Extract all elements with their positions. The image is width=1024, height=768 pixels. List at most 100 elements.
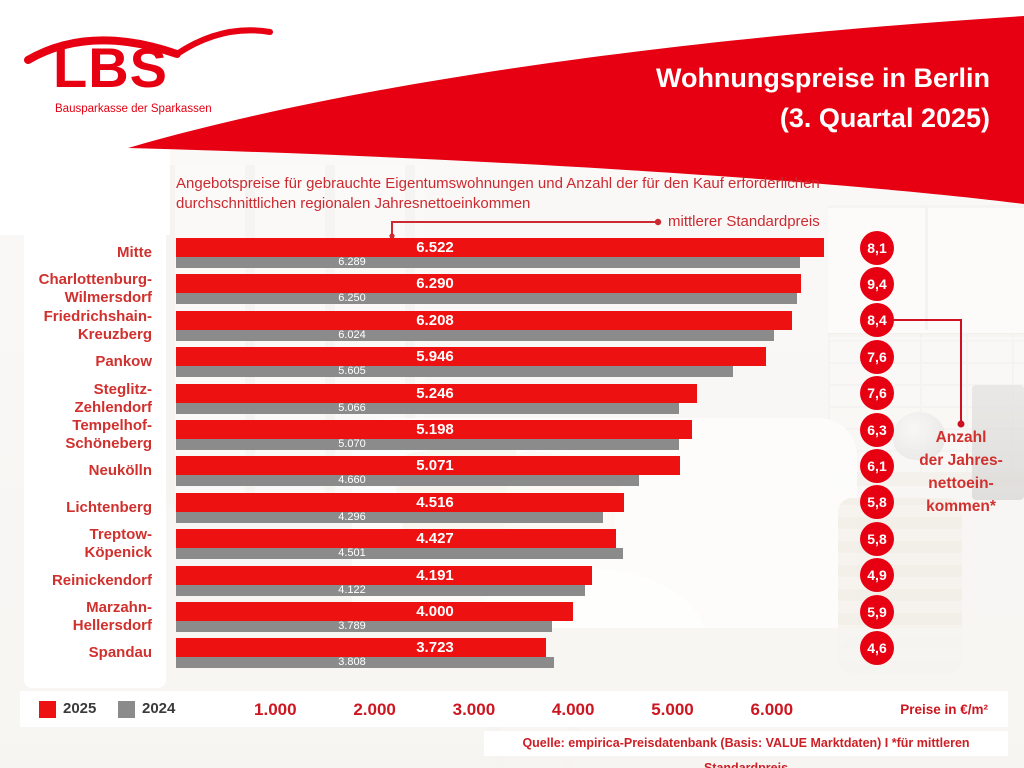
bar-value-2024: 6.024 <box>338 328 366 341</box>
x-axis-tick: 4.000 <box>551 700 595 719</box>
district-label: Pankow <box>95 353 152 371</box>
subtitle-line-1: Angebotspreise für gebrauchte Eigentumsw… <box>176 175 820 192</box>
title-line-2: (3. Quartal 2025) <box>779 103 990 133</box>
district-label: Steglitz- Zehlendorf <box>74 380 153 416</box>
income-multiple-badge: 5,8 <box>860 521 894 556</box>
legend-swatch-2025 <box>39 701 56 718</box>
district-label: Charlottenburg- Wilmersdorf <box>38 271 152 307</box>
district-label: Friedrichshain- Kreuzberg <box>43 307 152 343</box>
district-label: Mitte <box>117 244 152 261</box>
income-multiple-badge: 8,4 <box>860 303 894 338</box>
bar-value-2024: 5.070 <box>338 438 366 450</box>
bar-value-2025: 4.191 <box>416 566 454 584</box>
bar-2025 <box>176 238 824 257</box>
legend-swatch-2024 <box>118 701 135 718</box>
bar-value-2025: 5.946 <box>416 348 454 366</box>
district-label: Marzahn- Hellersdorf <box>72 599 152 634</box>
bar-2024 <box>176 621 553 632</box>
bar-value-2025: 6.208 <box>416 311 454 329</box>
income-multiple-badge: 4,6 <box>860 630 894 665</box>
income-multiple-badge: 8,1 <box>860 230 894 265</box>
bar-2024 <box>176 548 623 560</box>
bar-2024 <box>176 439 680 450</box>
income-multiple-badge: 5,8 <box>860 485 894 520</box>
bar-value-2025: 5.198 <box>416 421 454 438</box>
photo-cabinet-divider <box>925 205 928 330</box>
bar-2024 <box>176 657 555 669</box>
lbs-roof-icon <box>24 27 273 64</box>
district-label: Treptow- Köpenick <box>84 526 152 562</box>
source-note: Quelle: empirica-Preisdatenbank (Basis: … <box>484 731 1008 768</box>
bar-2025 <box>176 638 546 658</box>
bar-2024 <box>176 475 639 487</box>
logo-tagline: Bausparkasse der Sparkassen <box>55 103 212 115</box>
district-label: Reinickendorf <box>51 571 152 589</box>
lbs-logo: LBS Bausparkasse der Sparkassen <box>0 0 300 160</box>
legend-axis-strip: 2025 2024 <box>20 691 1008 727</box>
bar-2024 <box>176 402 680 414</box>
bar-2025 <box>176 456 680 476</box>
bar-value-2025: 3.723 <box>416 639 454 657</box>
bar-value-2024: 5.605 <box>338 365 366 378</box>
bar-2025 <box>176 420 693 439</box>
bar-2025 <box>176 383 697 403</box>
income-multiple-badge: 6,3 <box>860 412 894 447</box>
x-axis-tick: 3.000 <box>452 700 496 719</box>
bar-2025 <box>176 602 574 621</box>
district-label: Spandau <box>88 644 152 662</box>
income-multiple-badge: 9,4 <box>860 266 894 301</box>
title-line-1: Wohnungspreise in Berlin <box>655 63 990 93</box>
bar-value-2024: 5.066 <box>338 401 366 414</box>
x-axis-tick: 6.000 <box>750 700 794 719</box>
bar-2025 <box>176 347 767 367</box>
bar-2025 <box>176 274 801 294</box>
bar-value-2025: 4.427 <box>416 530 454 548</box>
bar-2024 <box>176 293 797 305</box>
page-title: Wohnungspreise in Berlin (3. Quartal 202… <box>470 58 990 138</box>
bar-2024 <box>176 366 733 378</box>
district-label-panel <box>24 222 166 688</box>
axis-unit-label: Preise in €/m² <box>900 702 988 717</box>
district-label: Tempelhof- Schöneberg <box>65 417 152 452</box>
bar-value-2025: 4.000 <box>416 603 454 620</box>
bar-value-2024: 4.660 <box>338 474 366 487</box>
bar-value-2025: 5.071 <box>416 457 454 475</box>
bar-value-2024: 4.296 <box>338 510 366 523</box>
bar-value-2025: 5.246 <box>416 384 454 402</box>
bar-2025 <box>176 492 625 512</box>
bar-value-2025: 4.516 <box>416 493 454 511</box>
district-label: Neukölln <box>88 462 152 480</box>
bar-value-2024: 3.789 <box>338 620 366 632</box>
standard-price-annotation: mittlerer Standardpreis <box>668 213 820 230</box>
bar-value-2024: 6.250 <box>338 292 366 305</box>
income-multiple-badge: 5,9 <box>860 594 894 629</box>
subtitle-line-2: durchschnittlichen regionalen Jahresnett… <box>176 195 531 212</box>
x-axis-tick: 5.000 <box>651 700 694 719</box>
bar-2025 <box>176 529 616 549</box>
x-axis-tick: 2.000 <box>353 700 396 719</box>
income-multiple-badge: 7,6 <box>860 376 894 411</box>
bar-value-2024: 6.289 <box>338 256 366 268</box>
district-label: Lichtenberg <box>66 498 152 516</box>
income-multiple-badge: 4,9 <box>860 558 894 593</box>
bar-2025 <box>176 565 593 585</box>
bar-2024 <box>176 257 801 268</box>
bar-2024 <box>176 584 586 596</box>
bar-2024 <box>176 511 603 523</box>
bar-2025 <box>176 310 793 330</box>
income-annotation: Anzahl der Jahres-nettoein-kommen* <box>919 429 1003 515</box>
bar-2024 <box>176 329 775 341</box>
income-multiple-badge: 7,6 <box>860 339 894 374</box>
legend-label-2025: 2025 <box>63 700 97 717</box>
chart-subtitle: Angebotspreise für gebrauchte Eigentumsw… <box>176 174 836 214</box>
income-multiple-badge: 6,1 <box>860 448 894 483</box>
bar-value-2024: 4.501 <box>338 547 366 560</box>
legend-label-2024: 2024 <box>142 700 176 717</box>
bar-value-2025: 6.290 <box>416 275 454 293</box>
bar-value-2024: 3.808 <box>338 656 366 669</box>
logo-wordmark: LBS <box>53 36 168 99</box>
header-swoosh-band <box>0 0 1024 235</box>
bar-value-2025: 6.522 <box>416 239 454 256</box>
bar-value-2024: 4.122 <box>338 583 366 596</box>
